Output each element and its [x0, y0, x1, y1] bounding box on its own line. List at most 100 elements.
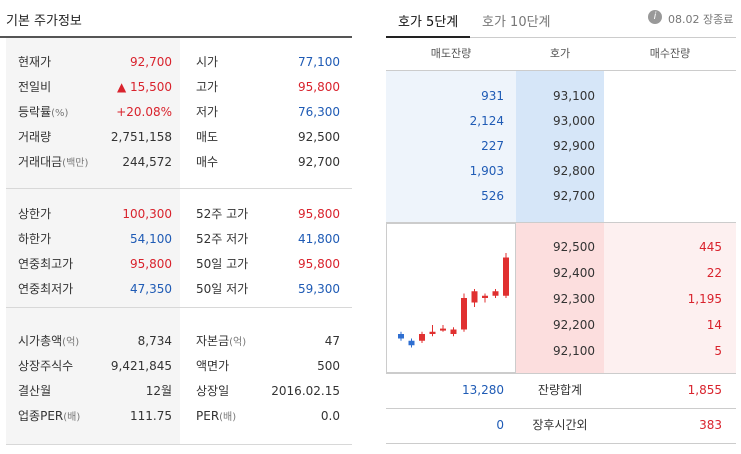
row-label: 하한가 [18, 232, 52, 246]
row-label-2: PER(배) [196, 409, 237, 423]
row-value: 47,350 [130, 282, 172, 296]
info-row: 등락률(%) +20.08% 저가 76,300 [6, 100, 352, 124]
row-label: 전일비 [18, 80, 52, 94]
row-value-2: 95,800 [298, 257, 340, 271]
ask-volume: 227 [481, 139, 504, 153]
row-value-2: 47 [324, 334, 340, 348]
info-row: 연중최저가 47,350 50일 저가 59,300 [6, 277, 352, 301]
row-label: 결산월 [18, 384, 52, 398]
label-column-bg [6, 189, 180, 307]
basic-price-info-panel: 기본 주가정보 현재가 92,700 시가 77,100 전일비 ▲ 15,500 고가 95… [0, 0, 352, 454]
row-label-2: 상장일 [196, 384, 230, 398]
section-divider [6, 444, 352, 445]
bid-volume: 14 [706, 318, 722, 332]
bid-price-area [516, 223, 604, 373]
ask-price[interactable]: 92,900 [553, 139, 595, 153]
title-divider [0, 36, 352, 38]
candle-body [440, 328, 446, 331]
row-value: 92,700 [130, 55, 172, 69]
row-value: ▲ 15,500 [116, 80, 172, 94]
row-label: 거래량 [18, 130, 52, 144]
after-hours-ask: 0 [496, 418, 504, 432]
row-value: 95,800 [130, 257, 172, 271]
tab-5-levels[interactable]: 호가 5단계 [398, 15, 459, 30]
ask-price-area [516, 71, 604, 223]
ask-volume-area [386, 71, 516, 223]
ask-bid-divider [386, 222, 736, 223]
row-label: 거래대금(백만) [18, 155, 89, 169]
info-row: 상한가 100,300 52주 고가 95,800 [6, 202, 352, 226]
row-label: 업종PER(배) [18, 409, 81, 423]
ask-price[interactable]: 92,700 [553, 189, 595, 203]
section-divider [6, 307, 352, 308]
candle-body [450, 329, 457, 334]
price-section: 현재가 92,700 시가 77,100 전일비 ▲ 15,500 고가 95,800 등락률(… [6, 38, 352, 188]
info-icon[interactable]: i [648, 10, 662, 24]
candle-body [419, 334, 425, 341]
row-value: +20.08% [116, 105, 172, 119]
info-row: 연중최고가 95,800 50일 고가 95,800 [6, 252, 352, 276]
candle-body [492, 291, 499, 296]
candle-body [482, 295, 488, 298]
row-value: 244,572 [122, 155, 172, 169]
row-label: 현재가 [18, 55, 52, 69]
order-book-panel: 호가 5단계 호가 10단계 i 08.02 장종료 매도잔량 호가 매수잔량 … [386, 0, 736, 454]
ask-price[interactable]: 93,000 [553, 114, 595, 128]
bid-price[interactable]: 92,200 [553, 318, 595, 332]
candle-body [471, 291, 478, 303]
row-value: 2,751,158 [110, 130, 172, 144]
bid-volume: 1,195 [687, 292, 722, 306]
candle-body [461, 298, 467, 330]
row-label-2: 액면가 [196, 359, 230, 373]
panel-title: 기본 주가정보 [6, 14, 82, 29]
row-label-2: 50일 고가 [196, 257, 249, 271]
tab-bar-line [470, 37, 736, 38]
row-value: 100,300 [122, 207, 172, 221]
row-label-2: 시가 [196, 55, 219, 69]
ask-volume: 526 [481, 189, 504, 203]
row-label-2: 매수 [196, 155, 219, 169]
total-ask-volume: 13,280 [462, 383, 504, 397]
row-value-2: 76,300 [298, 105, 340, 119]
label-column-bg [6, 38, 180, 188]
after-hours-bottom-line [386, 443, 736, 444]
row-value: 111.75 [130, 409, 172, 423]
info-row: 현재가 92,700 시가 77,100 [6, 50, 352, 74]
info-row: 거래량 2,751,158 매도 92,500 [6, 125, 352, 149]
candle-chart-svg [398, 253, 509, 348]
ask-price[interactable]: 93,100 [553, 89, 595, 103]
info-row: 업종PER(배) 111.75 PER(배) 0.0 [6, 404, 352, 428]
info-row: 시가총액(억) 8,734 자본금(억) 47 [6, 329, 352, 353]
label-column-bg [6, 308, 180, 444]
candle-body [503, 257, 509, 296]
row-label-2: 52주 고가 [196, 207, 249, 221]
bid-price[interactable]: 92,100 [553, 344, 595, 358]
info-row: 전일비 ▲ 15,500 고가 95,800 [6, 75, 352, 99]
header-divider [386, 70, 736, 71]
tab-10-levels[interactable]: 호가 10단계 [482, 15, 551, 30]
row-label-2: 매도 [196, 130, 219, 144]
after-hours-top-line [386, 408, 736, 409]
row-value-2: 500 [317, 359, 340, 373]
ask-price[interactable]: 92,800 [553, 164, 595, 178]
bid-price[interactable]: 92,400 [553, 266, 595, 280]
ask-volume: 1,903 [469, 164, 504, 178]
row-value-2: 59,300 [298, 282, 340, 296]
bid-price[interactable]: 92,300 [553, 292, 595, 306]
bid-volume: 5 [714, 344, 722, 358]
row-value-2: 41,800 [298, 232, 340, 246]
row-label: 연중최고가 [18, 257, 74, 271]
header-ask-volume: 매도잔량 [430, 47, 472, 60]
row-value: 12월 [145, 384, 172, 398]
row-value: 54,100 [130, 232, 172, 246]
row-value: 9,421,845 [110, 359, 172, 373]
row-value-2: 2016.02.15 [271, 384, 340, 398]
row-value-2: 95,800 [298, 80, 340, 94]
section-divider [6, 188, 352, 189]
info-row: 상장주식수 9,421,845 액면가 500 [6, 354, 352, 378]
bid-price[interactable]: 92,500 [553, 240, 595, 254]
row-value-2: 77,100 [298, 55, 340, 69]
range-section: 상한가 100,300 52주 고가 95,800 하한가 54,100 52주 저가 41,… [6, 189, 352, 307]
header-price: 호가 [549, 47, 571, 60]
row-value-2: 0.0 [320, 409, 340, 423]
